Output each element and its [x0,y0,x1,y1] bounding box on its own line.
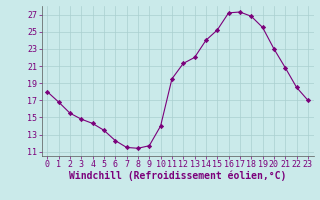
X-axis label: Windchill (Refroidissement éolien,°C): Windchill (Refroidissement éolien,°C) [69,171,286,181]
